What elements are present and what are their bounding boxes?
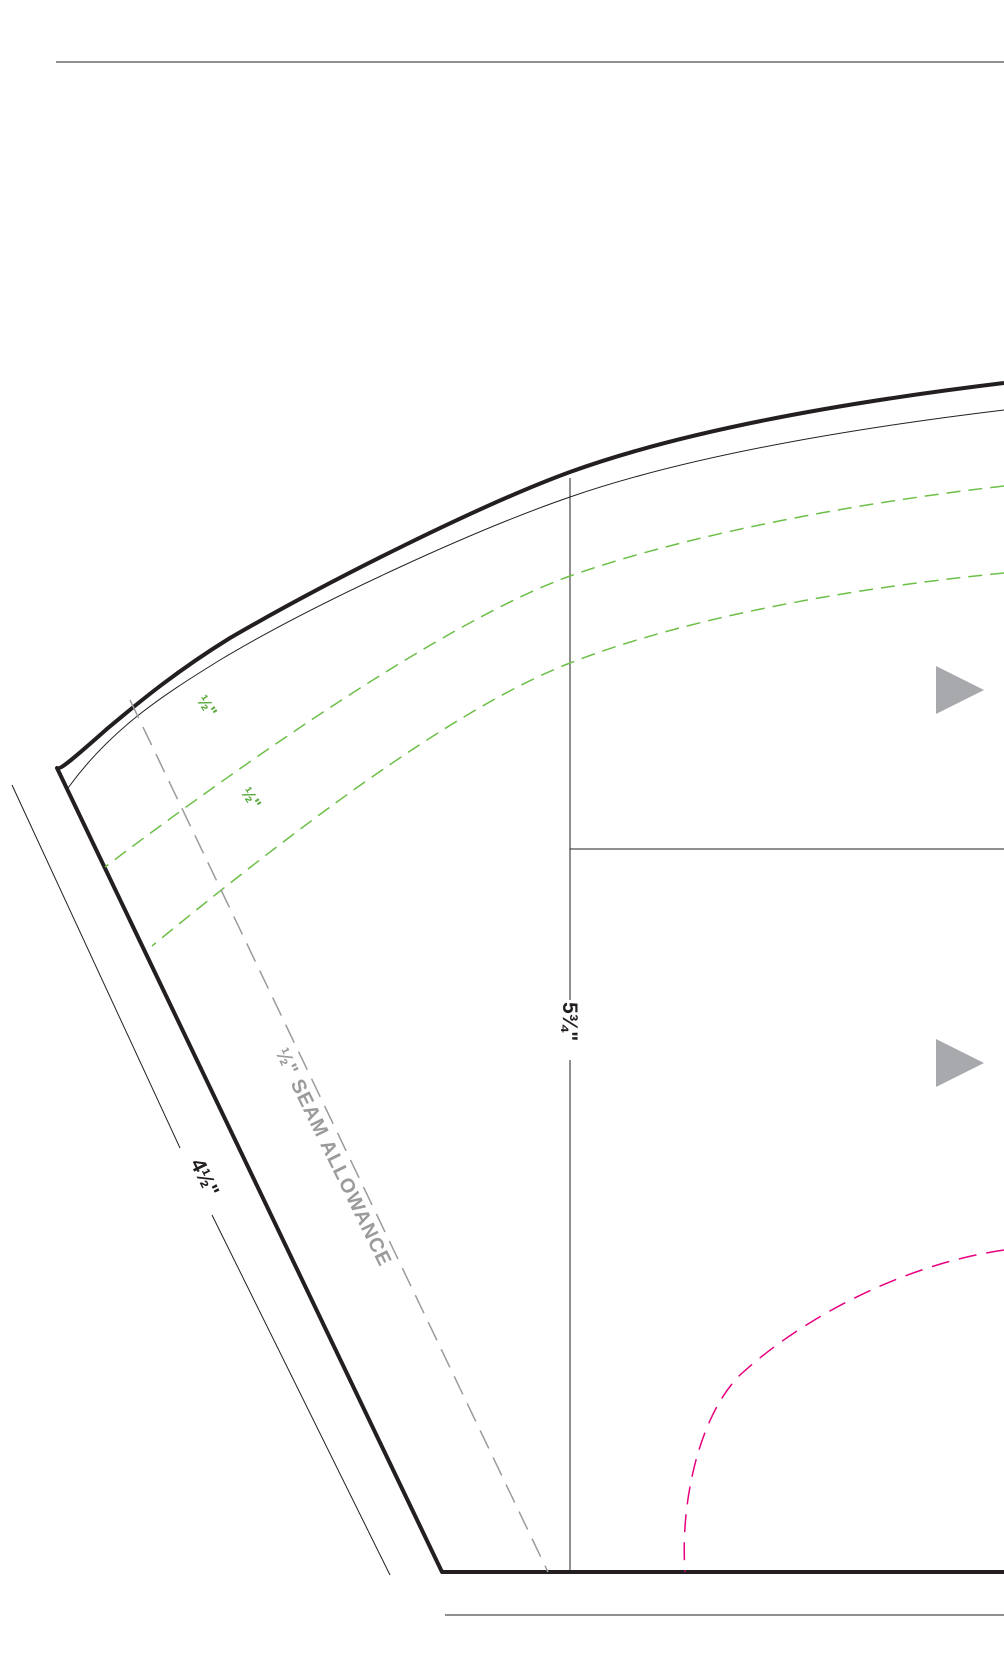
- pattern-cut-line: [55, 381, 1004, 1574]
- green-guide-outer-label: ½": [193, 692, 221, 721]
- side-dimension-line-upper: [11, 784, 181, 1149]
- grainline-arrow-icon: [936, 666, 984, 714]
- inner-stitch-line: [67, 409, 1004, 789]
- green-guide-outer: [104, 485, 1004, 868]
- height-dimension-label: 5¾": [558, 1002, 581, 1041]
- green-guide-inner-label: ½": [237, 784, 265, 813]
- side-dimension-line-lower: [211, 1214, 391, 1576]
- grainline-arrow-icon: [936, 1039, 984, 1087]
- green-guide-inner: [151, 572, 1004, 947]
- seam-allowance-line: [129, 699, 549, 1573]
- magenta-placement-curve: [683, 1249, 1004, 1573]
- side-dimension-label: 4½": [186, 1155, 224, 1200]
- seam-allowance-label: ½" SEAM ALLOWANCE: [271, 1045, 396, 1271]
